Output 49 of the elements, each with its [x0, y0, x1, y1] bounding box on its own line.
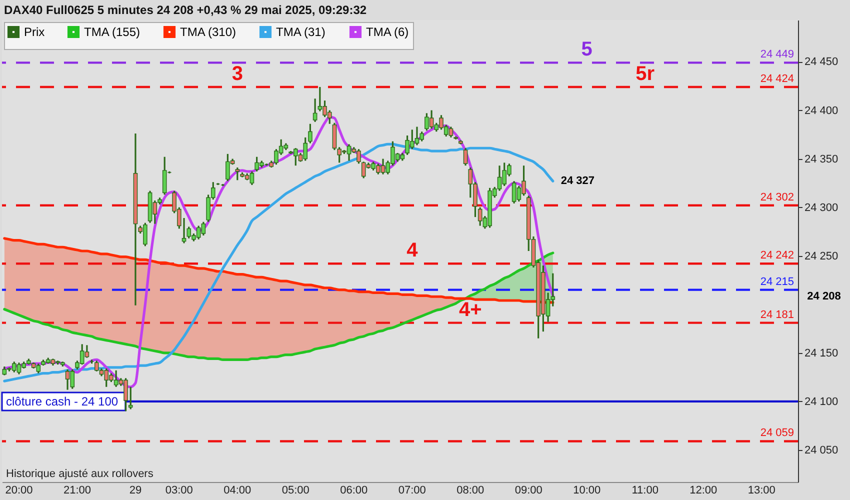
data-label: 24 327: [560, 175, 595, 188]
annotation: 4: [406, 240, 419, 262]
y-tick-label: 24 350: [804, 153, 838, 166]
y-tick-label: 24 400: [804, 104, 838, 117]
x-tick-label: 13:00: [748, 484, 776, 496]
x-tick-label: 08:00: [456, 484, 484, 496]
ref-line-label: clôture cash - 24 100: [6, 394, 118, 408]
legend-label: TMA (6): [366, 24, 409, 39]
y-tick-label: 24 100: [804, 396, 838, 408]
candlestick: [308, 123, 312, 144]
x-tick-label: 12:00: [690, 484, 718, 496]
y-tick-label: 24 050: [804, 444, 838, 456]
annotation: Historique ajusté aux rollovers: [6, 468, 154, 480]
candlestick: [312, 98, 318, 123]
ref-line-label: 24 215: [760, 276, 794, 288]
text: 24 208: [807, 290, 841, 303]
x-tick-label: 09:00: [514, 484, 542, 496]
x-tick-label: 03:00: [165, 484, 193, 496]
ref-line-label: 24 449: [760, 48, 794, 61]
x-tick-label: 04:00: [224, 484, 252, 496]
x-tick-label: 06:00: [340, 484, 368, 496]
legend-label: TMA (310): [180, 24, 236, 39]
x-tick-label: 05:00: [282, 484, 310, 496]
ref-line-label: 24 424: [760, 72, 794, 85]
legend-label: Prix: [24, 24, 45, 39]
annotation: 5: [581, 38, 592, 61]
y-tick-label: 24 250: [804, 250, 838, 262]
chart-title: DAX40 Full0625 5 minutes 24 208 +0,43 % 29 mai 2025, 09:29:32: [4, 3, 367, 17]
y-tick-label: 24 150: [804, 347, 838, 360]
annotation: 4+: [458, 298, 482, 321]
y-tick-label: 24 300: [804, 202, 838, 214]
ref-line-label: 24 181: [760, 308, 794, 321]
annotation: 3: [232, 62, 243, 85]
x-tick-label: 07:00: [398, 484, 426, 496]
candlestick: [463, 147, 468, 166]
candlestick: [235, 166, 240, 181]
legend-label: TMA (31): [276, 24, 326, 39]
annotation: 5r: [636, 62, 655, 85]
y-tick-label: 24 450: [804, 56, 838, 68]
x-tick-label: 10:00: [573, 484, 601, 496]
x-tick-label: 20:00: [5, 484, 33, 496]
ref-line-label: 24 059: [760, 427, 794, 440]
ref-line-label: 24 242: [760, 250, 794, 262]
x-tick-label: 11:00: [632, 484, 658, 496]
ref-line-label: 24 302: [760, 191, 794, 204]
x-tick-label: 29: [129, 484, 142, 496]
x-tick-label: 21:00: [63, 484, 91, 496]
candlestick: [128, 386, 133, 410]
legend-label: TMA (155): [84, 24, 140, 39]
